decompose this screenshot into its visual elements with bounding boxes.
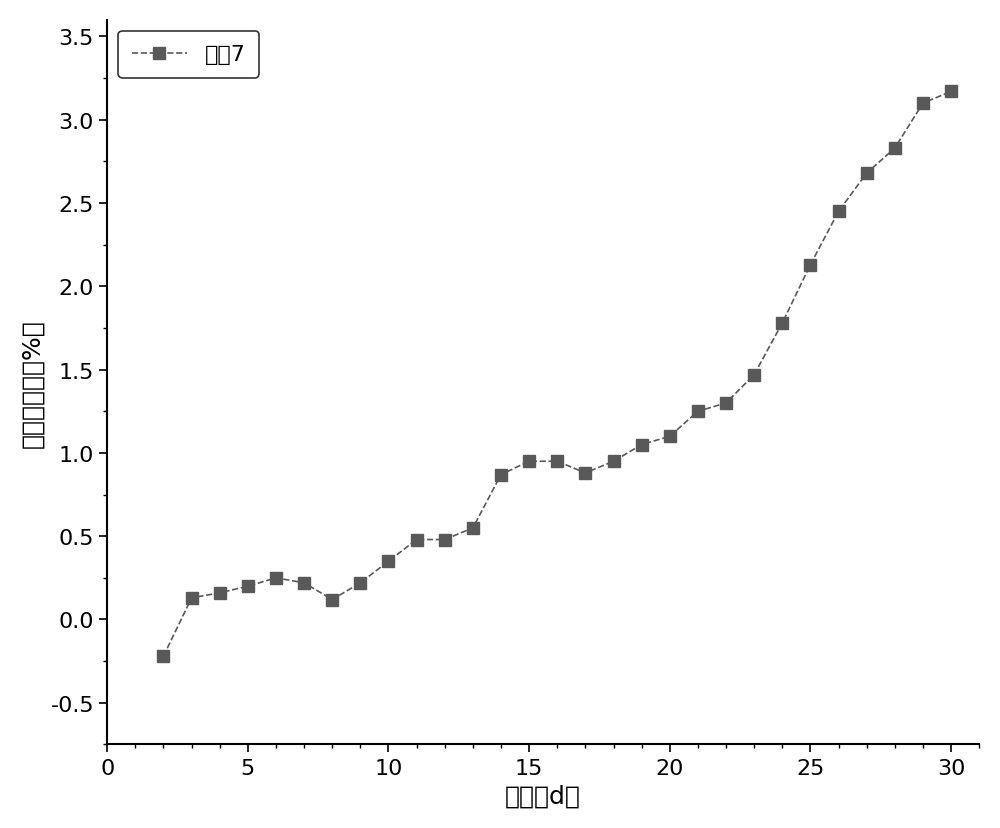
矿杴7	[439, 535, 451, 545]
矿杴7	[186, 593, 198, 603]
矿杴7	[692, 407, 704, 416]
矿杴7	[382, 556, 394, 566]
矿杴7	[495, 470, 507, 480]
矿杴7	[157, 652, 169, 662]
矿杴7	[720, 398, 732, 408]
矿杴7	[411, 535, 423, 545]
矿杴7	[664, 431, 676, 441]
矿杴7	[242, 581, 254, 591]
矿杴7	[326, 595, 338, 604]
Legend: 矿杴7: 矿杴7	[118, 32, 259, 79]
矿杴7	[945, 88, 957, 98]
矿杴7	[298, 578, 310, 588]
矿杴7	[804, 260, 816, 270]
矿杴7	[917, 99, 929, 109]
矿杴7	[608, 457, 620, 467]
矿杴7	[636, 440, 648, 450]
矿杴7	[579, 469, 591, 479]
矿杴7	[551, 457, 563, 467]
矿杴7	[467, 523, 479, 533]
矿杴7	[889, 144, 901, 154]
矿杴7	[214, 588, 226, 598]
X-axis label: 时间（d）: 时间（d）	[505, 783, 581, 807]
矿杴7	[354, 578, 366, 588]
Y-axis label: 氧化增重率（%）: 氧化增重率（%）	[21, 318, 45, 447]
矿杴7	[861, 169, 873, 179]
矿杴7	[270, 573, 282, 583]
矿杴7	[833, 207, 845, 217]
矿杴7	[523, 457, 535, 467]
Line: 矿杴7: 矿杴7	[157, 86, 957, 662]
矿杴7	[776, 319, 788, 329]
矿杴7	[748, 370, 760, 380]
